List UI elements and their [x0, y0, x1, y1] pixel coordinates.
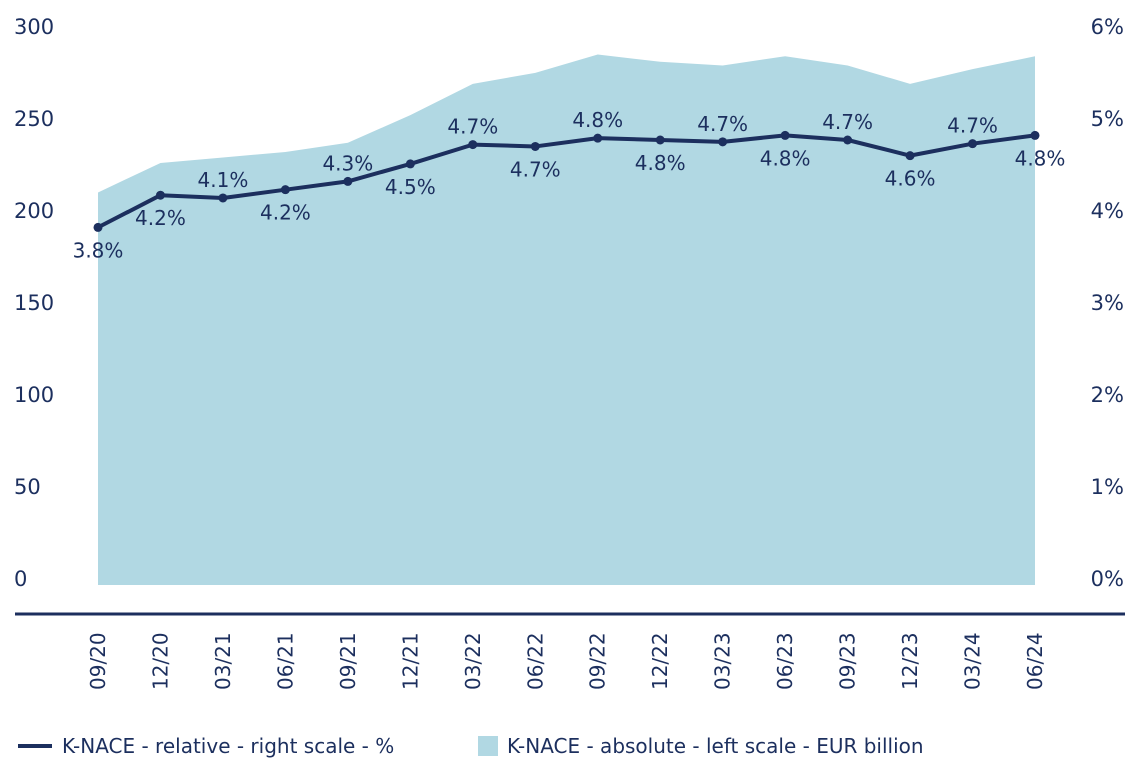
x-tick-label: 03/23	[711, 632, 735, 690]
right-tick-label: 5%	[1091, 107, 1124, 131]
x-tick-label: 06/22	[523, 632, 547, 690]
line-point	[968, 139, 978, 149]
line-point	[1030, 130, 1040, 140]
line-point	[468, 140, 478, 150]
right-tick-label: 3%	[1091, 291, 1124, 315]
line-point	[155, 190, 165, 200]
x-tick-label: 12/22	[648, 632, 672, 690]
data-label: 3.8%	[73, 238, 124, 262]
data-label: 4.2%	[135, 206, 186, 230]
data-label: 4.2%	[260, 201, 311, 225]
x-tick-label: 03/21	[211, 632, 235, 690]
x-tick-label: 12/21	[398, 632, 422, 690]
legend-label-absolute: K-NACE - absolute - left scale - EUR bil…	[507, 734, 924, 758]
x-tick-label: 09/23	[836, 632, 860, 690]
area-series	[98, 54, 1035, 585]
line-point	[93, 222, 103, 232]
data-label: 4.7%	[697, 112, 748, 136]
right-tick-label: 1%	[1091, 475, 1124, 499]
line-point	[530, 141, 540, 151]
line-point	[280, 185, 290, 195]
data-label: 4.7%	[822, 110, 873, 134]
x-tick-label: 09/22	[586, 632, 610, 690]
line-point	[218, 193, 228, 203]
data-label: 4.7%	[947, 114, 998, 138]
data-label: 4.8%	[760, 146, 811, 170]
left-tick-label: 0	[14, 567, 27, 591]
data-label: 4.7%	[447, 115, 498, 139]
left-tick-label: 150	[14, 291, 54, 315]
data-label: 4.6%	[885, 167, 936, 191]
data-label: 4.8%	[572, 108, 623, 132]
line-point	[780, 130, 790, 140]
left-tick-label: 50	[14, 475, 41, 499]
line-point	[593, 133, 603, 143]
right-tick-label: 2%	[1091, 383, 1124, 407]
x-tick-label: 03/24	[961, 632, 985, 690]
line-point	[405, 159, 415, 169]
x-tick-label: 12/20	[148, 632, 172, 690]
line-point	[843, 135, 853, 145]
data-label: 4.8%	[1015, 146, 1066, 170]
right-tick-label: 4%	[1091, 199, 1124, 223]
legend-area-swatch	[478, 736, 498, 756]
right-tick-label: 6%	[1091, 15, 1124, 39]
data-label: 4.3%	[322, 151, 373, 175]
data-label: 4.7%	[510, 157, 561, 181]
x-tick-label: 12/23	[898, 632, 922, 690]
x-tick-label: 06/23	[773, 632, 797, 690]
legend-label-relative: K-NACE - relative - right scale - %	[62, 734, 394, 758]
data-label: 4.5%	[385, 175, 436, 199]
x-tick-label: 06/21	[273, 632, 297, 690]
left-tick-label: 100	[14, 383, 54, 407]
x-tick-label: 09/21	[336, 632, 360, 690]
x-tick-label: 06/24	[1023, 632, 1047, 690]
line-point	[718, 137, 728, 147]
x-tick-label: 09/20	[86, 632, 110, 690]
line-point	[655, 135, 665, 145]
right-tick-label: 0%	[1091, 567, 1124, 591]
data-label: 4.1%	[198, 168, 249, 192]
line-series	[97, 133, 1036, 230]
line-point	[343, 176, 353, 186]
data-label: 4.8%	[635, 151, 686, 175]
left-tick-label: 300	[14, 15, 54, 39]
left-tick-label: 250	[14, 107, 54, 131]
line-point	[905, 151, 915, 161]
left-tick-label: 200	[14, 199, 54, 223]
x-tick-label: 03/22	[461, 632, 485, 690]
